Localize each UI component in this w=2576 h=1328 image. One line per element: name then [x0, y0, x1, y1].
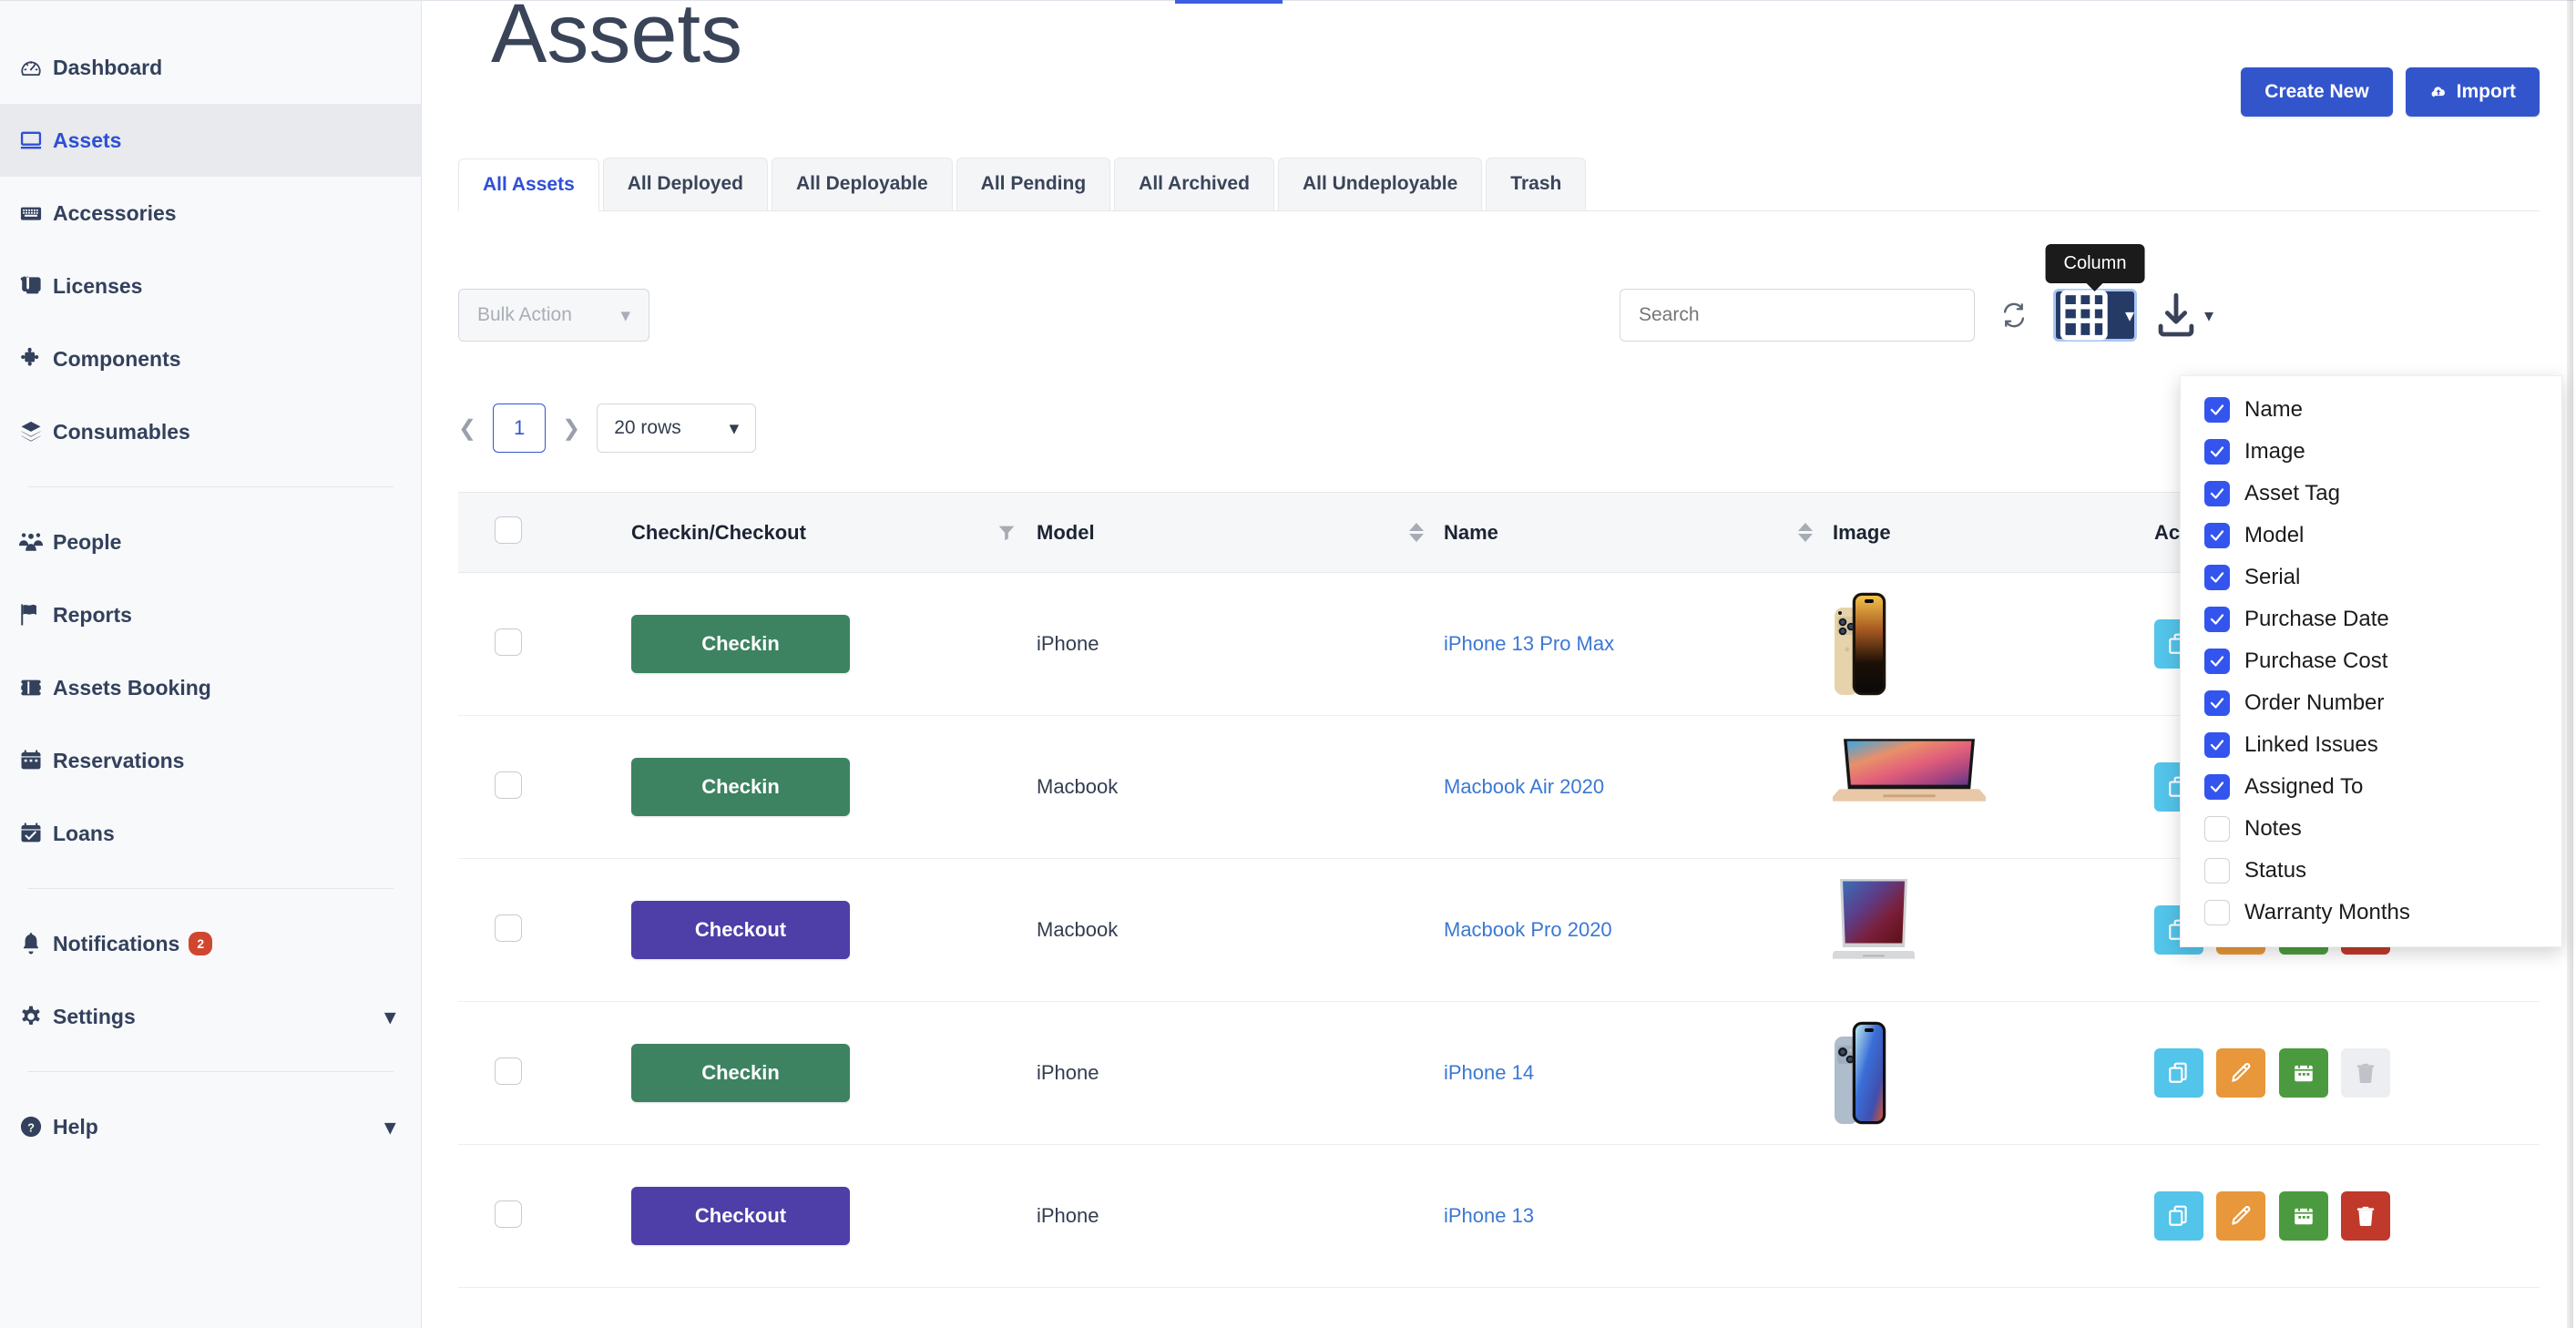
- svg-text:?: ?: [27, 1120, 35, 1134]
